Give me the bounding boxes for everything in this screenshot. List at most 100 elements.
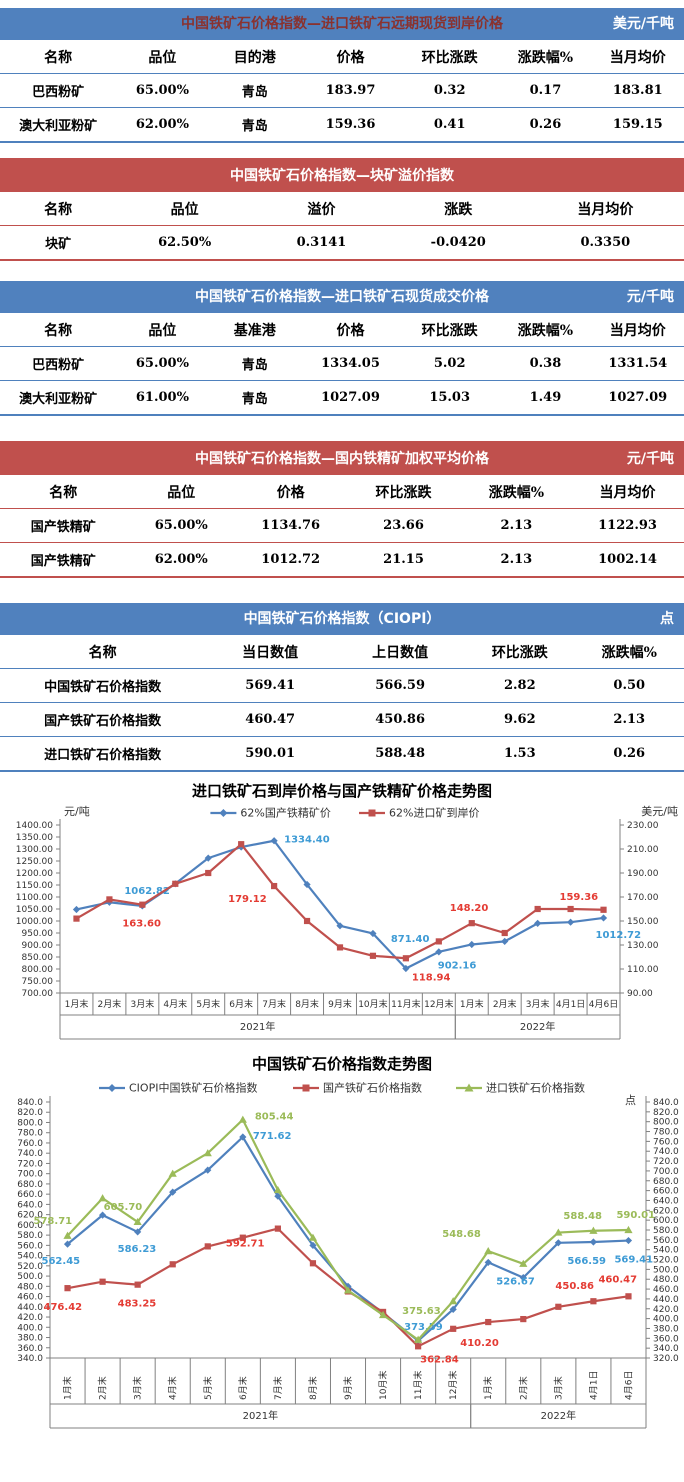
triangle-marker — [554, 1228, 563, 1236]
table-row: 块矿 62.50% 0.3141 -0.0420 0.3350 — [0, 225, 684, 261]
square-marker — [238, 841, 245, 848]
x-tick-label: 1月末 — [482, 1376, 494, 1400]
svg-text:190.00: 190.00 — [627, 869, 659, 879]
table-cell: 2.13 — [500, 552, 533, 567]
table-title: 中国铁矿石价格指数—进口铁矿石现货成交价格 — [195, 289, 489, 305]
data-label: 450.86 — [555, 1281, 594, 1292]
svg-text:400.0: 400.0 — [17, 1323, 43, 1333]
square-marker — [274, 1225, 281, 1232]
data-label: 578.71 — [34, 1216, 73, 1227]
column-header: 名称 — [49, 484, 78, 501]
table-cell: 0.38 — [529, 356, 562, 371]
square-marker — [501, 929, 508, 937]
square-marker — [590, 1298, 597, 1305]
diamond-marker — [309, 1241, 317, 1249]
triangle-marker — [273, 1185, 282, 1194]
svg-text:520.0: 520.0 — [17, 1262, 43, 1272]
table-row: 国产铁精矿 65.00% 1134.76 23.66 2.13 1122.93 — [0, 508, 684, 543]
svg-text:800.0: 800.0 — [653, 1118, 679, 1128]
triangle-marker — [624, 1225, 633, 1234]
square-marker — [368, 809, 376, 817]
square-marker — [555, 1303, 562, 1310]
y-axis-left: 1400.00 1350.00 1300.00 1250.00 1200.00 1150.… — [16, 819, 61, 999]
x-tick-label: 3月末 — [130, 998, 154, 1010]
svg-text:480.0: 480.0 — [653, 1275, 679, 1285]
table-cell: 65.00% — [135, 83, 189, 98]
diamond-marker — [204, 854, 212, 862]
year-group-label: 2021年 — [243, 1409, 278, 1422]
table-header-band: 中国铁矿石价格指数—块矿溢价指数 — [0, 160, 684, 192]
svg-text:840.0: 840.0 — [653, 1098, 679, 1108]
svg-text:500.0: 500.0 — [17, 1272, 43, 1282]
table-lump-premium-index: 中国铁矿石价格指数—块矿溢价指数 名称 品位 溢价 涨跌 当月均价 块矿 62.50% 0.3… — [0, 158, 684, 261]
x-tick-label: 4月末 — [163, 998, 187, 1010]
data-label: 569.41 — [614, 1255, 653, 1266]
data-label: 590.01 — [616, 1210, 655, 1221]
data-label: 566.59 — [567, 1256, 606, 1267]
square-marker — [435, 938, 442, 945]
triangle-marker — [449, 1297, 458, 1305]
svg-text:1300.00: 1300.00 — [16, 845, 53, 855]
price-table: 名称 品位 溢价 涨跌 当月均价 块矿 62.50% 0.3141 -0.0420 0.3350 — [0, 192, 684, 261]
diamond-marker — [554, 1239, 562, 1247]
data-label: 1012.72 — [596, 930, 642, 941]
column-header: 品位 — [148, 49, 177, 66]
table-cell: 450.86 — [375, 712, 425, 727]
x-tick-label: 8月末 — [307, 1376, 319, 1400]
x-tick-label: 1月末 — [460, 998, 484, 1010]
svg-text:580.0: 580.0 — [653, 1226, 679, 1236]
table-cell: 21.15 — [383, 552, 424, 567]
table-cell: 0.50 — [613, 678, 646, 693]
x-tick-label: 11月末 — [412, 1371, 424, 1400]
data-label: 588.48 — [563, 1211, 602, 1222]
table-cell: 1334.05 — [321, 356, 380, 371]
table-cell: 国产铁精矿 — [30, 554, 96, 569]
diamond-marker — [270, 837, 278, 845]
x-tick-label: 4月1日 — [588, 1371, 599, 1400]
triangle-marker — [203, 1149, 212, 1157]
x-axis: 1月末 2月末 3月末 4月末 5月末 6月末 7月末 8月末 9月末 10月末 11月末 12月末 1… — [49, 1357, 647, 1429]
x-tick-label: 9月末 — [342, 1376, 354, 1400]
svg-text:340.0: 340.0 — [653, 1344, 679, 1354]
diamond-marker — [566, 918, 575, 926]
table-cell: 566.59 — [375, 678, 425, 693]
y-axis-right: 840.0820.0800.0780.0760.0740.0720.0700.0… — [645, 1096, 679, 1364]
svg-text:360.0: 360.0 — [17, 1344, 43, 1354]
diamond-marker — [204, 1166, 212, 1174]
svg-text:560.0: 560.0 — [17, 1241, 43, 1251]
x-tick-label: 9月末 — [328, 998, 352, 1010]
chart-title: 进口铁矿石到岸价格与国产铁精矿价格走势图 — [191, 782, 492, 800]
column-header: 目的港 — [233, 49, 276, 66]
data-label: 1334.40 — [284, 835, 330, 846]
svg-text:440.0: 440.0 — [17, 1303, 43, 1313]
column-header: 环比涨跌 — [421, 322, 478, 339]
table-cell: 0.26 — [613, 746, 646, 761]
x-tick-label: 4月1日 — [556, 999, 585, 1010]
diamond-marker — [336, 922, 344, 930]
data-label: 375.63 — [402, 1306, 441, 1317]
svg-text:CIOPI中国铁矿石价格指数: CIOPI中国铁矿石价格指数 — [129, 1081, 257, 1095]
x-tick-label: 7月末 — [272, 1376, 284, 1400]
table-cell: 0.26 — [529, 117, 562, 132]
table-cell: 青岛 — [241, 392, 268, 407]
column-header: 品位 — [148, 322, 177, 339]
svg-text:620.0: 620.0 — [17, 1211, 43, 1221]
data-label: 148.20 — [450, 903, 489, 914]
table-header-band: 中国铁矿石价格指数（CIOPI） 点 — [0, 603, 684, 635]
x-tick-label: 3月末 — [552, 1376, 564, 1400]
svg-text:660.0: 660.0 — [17, 1190, 43, 1200]
column-header: 涨跌幅% — [601, 644, 657, 661]
svg-text:800.00: 800.00 — [22, 965, 54, 975]
triangle-marker — [168, 1169, 177, 1177]
table-ciopi-index: 中国铁矿石价格指数（CIOPI） 点 名称 当日数值 上日数值 环比涨跌 涨跌幅% 中国铁… — [0, 603, 684, 772]
svg-text:340.0: 340.0 — [17, 1354, 43, 1364]
svg-text:680.0: 680.0 — [653, 1177, 679, 1187]
column-header: 当日数值 — [242, 644, 299, 661]
table-cell: 1122.93 — [598, 518, 657, 533]
table-cell: 国产铁精矿 — [30, 520, 96, 535]
table-cell: 1134.76 — [261, 518, 321, 533]
triangle-marker — [98, 1194, 107, 1202]
svg-text:1400.00: 1400.00 — [16, 821, 53, 831]
svg-text:210.00: 210.00 — [627, 845, 659, 855]
column-header: 当月均价 — [577, 201, 634, 218]
